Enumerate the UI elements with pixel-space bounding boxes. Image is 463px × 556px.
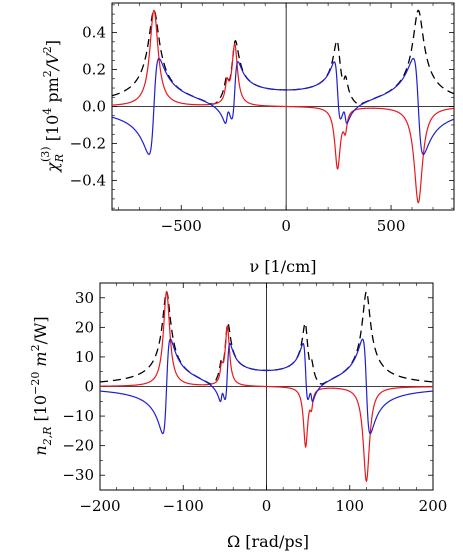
- y-label-unit2-sup: 2: [41, 70, 54, 77]
- curves-top: [112, 3, 454, 210]
- y-label-symbol: n: [31, 445, 50, 455]
- y-label-unit2-sup: 2: [29, 344, 42, 351]
- y-label-unit: [10: [31, 395, 50, 427]
- y-label-unit2: pm: [43, 77, 62, 108]
- y-tick-label: 30: [75, 289, 94, 307]
- x-tick-label: 100: [335, 497, 364, 515]
- y-label-superscript: (3): [39, 146, 52, 162]
- x-axis-label-top: ν [1/cm]: [250, 257, 317, 276]
- y-label-unit-sup: 4: [41, 108, 54, 115]
- series-imaginary-line: [112, 9, 454, 204]
- y-label-subscript: R: [53, 154, 66, 163]
- chart-top: −500 0 500 −0.4 −0.2 0.0 0.2 0.4 ν [1/cm] χR(3)…: [39, 2, 455, 276]
- y-label-subscript: 2,R: [41, 427, 54, 447]
- x-tick-label: 0: [281, 217, 291, 235]
- y-axis-label-top: χR(3) [104 pm2/V2]: [39, 40, 66, 173]
- y-tick-label: 0.2: [82, 61, 106, 79]
- y-tick-label: −10: [62, 407, 94, 425]
- tick-labels-top: −500 0 500 −0.4 −0.2 0.0 0.2 0.4: [70, 24, 406, 235]
- y-label-unit3: /W]: [31, 316, 50, 344]
- series-real-line: [100, 338, 433, 435]
- curves-bottom: [100, 283, 433, 490]
- y-axis-label-bottom: n2,R [10−20 m2/W]: [29, 316, 54, 455]
- x-tick-label: −500: [161, 217, 202, 235]
- series-real-line: [112, 57, 454, 155]
- x-tick-label: 200: [419, 497, 448, 515]
- x-tick-label: 0: [262, 497, 272, 515]
- y-tick-label: 10: [75, 348, 94, 366]
- x-tick-label: −100: [163, 497, 204, 515]
- y-label-unit-sup: −20: [29, 372, 42, 395]
- x-tick-label: −200: [79, 497, 120, 515]
- y-label-unit3: /V: [43, 52, 62, 72]
- y-label-unit: [10: [43, 115, 62, 147]
- y-tick-label: 20: [75, 318, 94, 336]
- y-tick-label: −30: [62, 466, 94, 484]
- series-imaginary-line: [100, 290, 433, 483]
- y-tick-label: −0.2: [70, 134, 106, 152]
- y-label-unit3-sup: 2: [41, 46, 54, 53]
- y-tick-label: 0: [84, 378, 94, 396]
- y-label-symbol: χ: [43, 161, 62, 173]
- y-label-unit4: ]: [43, 40, 62, 46]
- x-tick-label: 500: [377, 217, 406, 235]
- y-tick-label: −20: [62, 437, 94, 455]
- y-tick-label: 0.4: [82, 24, 106, 42]
- y-tick-label: 0.0: [82, 98, 106, 116]
- y-tick-label: −0.4: [70, 171, 106, 189]
- y-label-unit2: m: [31, 351, 50, 371]
- x-axis-label-bottom: Ω [rad/ps]: [227, 532, 309, 551]
